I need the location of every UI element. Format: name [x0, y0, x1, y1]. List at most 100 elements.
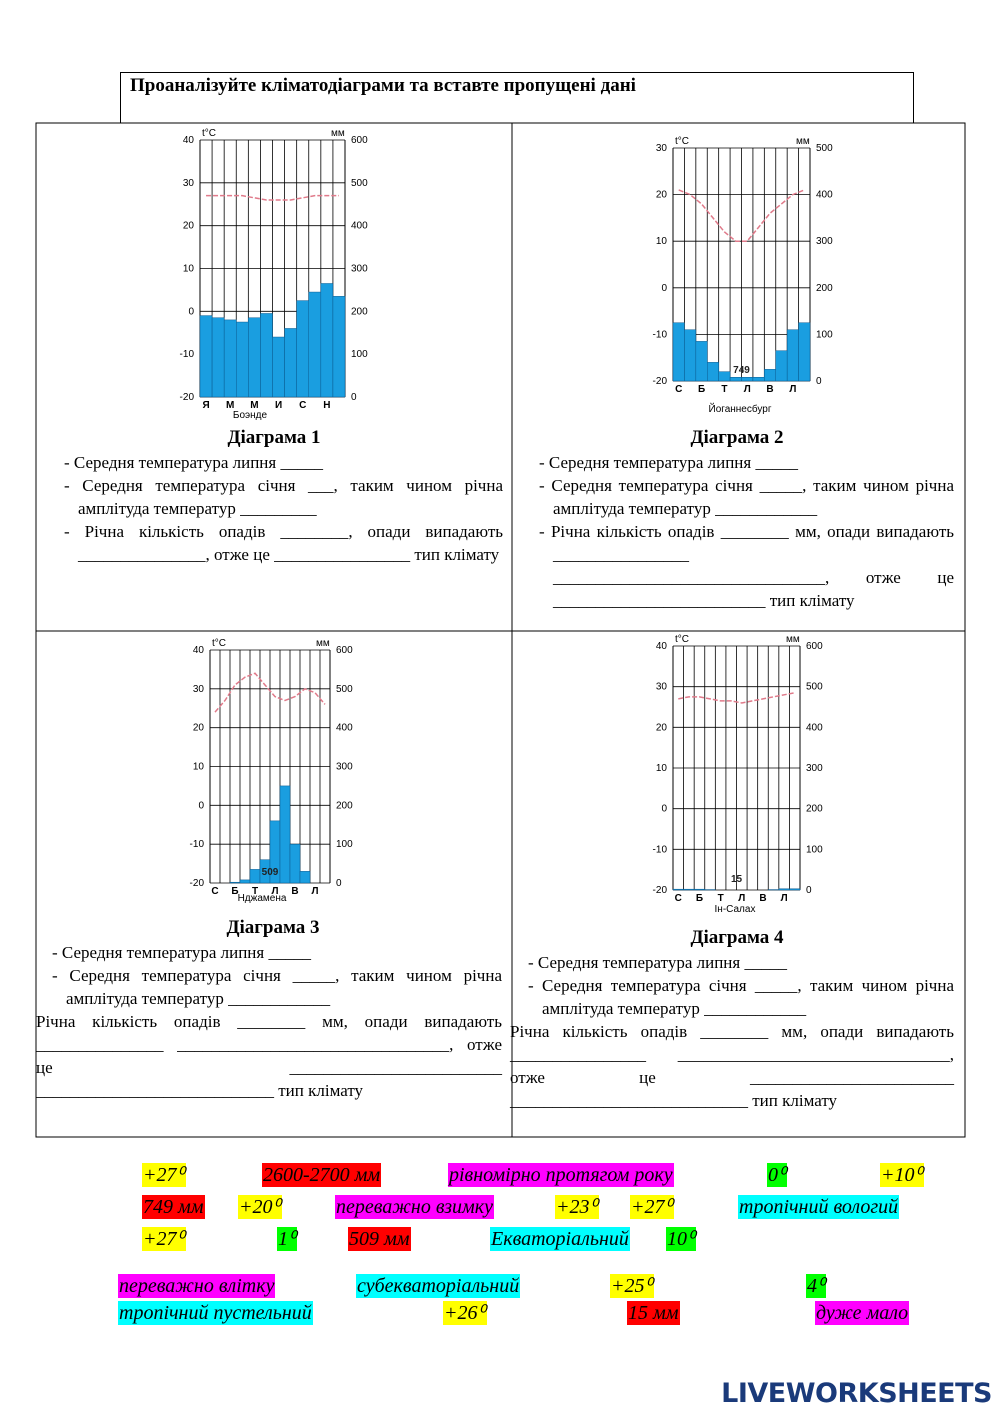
precip-bar	[211, 317, 225, 398]
word-chip[interactable]: дуже мало	[815, 1301, 910, 1325]
month-label: Б	[698, 384, 705, 395]
precip-bar	[239, 879, 251, 884]
precip-bar	[741, 377, 754, 382]
word-chip[interactable]: +27⁰	[630, 1195, 674, 1219]
month-label: С	[675, 384, 682, 395]
precip-bar	[299, 871, 311, 884]
precip-tick-label: 100	[351, 349, 368, 360]
word-chip[interactable]: +26⁰	[443, 1301, 487, 1325]
month-label: Л	[781, 893, 788, 904]
precip-tick-label: 0	[351, 392, 357, 403]
precip-tick-label: 0	[806, 885, 812, 896]
temp-tick-label: 10	[656, 236, 668, 247]
temp-tick-label: 10	[656, 763, 668, 774]
temp-tick-label: 0	[661, 804, 667, 815]
precip-unit: мм	[786, 634, 800, 645]
word-chip[interactable]: тропічний вологий	[738, 1195, 900, 1219]
precip-bar	[672, 322, 685, 382]
word-chip[interactable]: +10⁰	[880, 1163, 924, 1187]
word-chip[interactable]: Екваторіальний	[490, 1227, 630, 1251]
word-chip[interactable]: +25⁰	[610, 1274, 654, 1298]
word-chip[interactable]: 749 мм	[142, 1195, 205, 1219]
precip-bar	[249, 869, 261, 884]
precip-bar	[308, 291, 322, 398]
precip-unit: мм	[796, 136, 810, 147]
question: - Середня температура липня _____	[52, 943, 311, 962]
word-chip[interactable]: +27⁰	[142, 1163, 186, 1187]
word-chip[interactable]: 10⁰	[666, 1227, 697, 1251]
word-chip[interactable]: +23⁰	[555, 1195, 599, 1219]
precip-bar	[718, 371, 731, 382]
precip-tick-label: 0	[336, 878, 342, 889]
question-paragraph: Річна кількість опадів ________ мм, опад…	[36, 1012, 502, 1100]
question: - Річна кількість опадів ________, опади…	[64, 522, 503, 564]
precip-bar	[684, 329, 697, 382]
word-chip[interactable]: +20⁰	[238, 1195, 282, 1219]
word-chip[interactable]: 15 мм	[627, 1301, 680, 1325]
temp-tick-label: -20	[180, 392, 195, 403]
temp-tick-label: -20	[653, 376, 668, 387]
precip-tick-label: 500	[351, 178, 368, 189]
precip-bar	[272, 336, 285, 398]
precip-total: 749	[733, 365, 750, 376]
precip-tick-label: 600	[351, 135, 368, 146]
precip-tick-label: 100	[816, 329, 833, 340]
precip-bar	[236, 321, 249, 398]
temp-tick-label: 20	[193, 723, 205, 734]
word-chip[interactable]: +27⁰	[142, 1227, 186, 1251]
precip-tick-label: 300	[351, 264, 368, 275]
word-chip[interactable]: 509 мм	[348, 1227, 411, 1251]
temp-unit: t°C	[675, 634, 689, 645]
caption: Діаграма 3	[226, 917, 320, 938]
temp-unit: t°C	[675, 136, 689, 147]
precip-bar	[284, 328, 297, 398]
temp-line	[206, 194, 339, 201]
month-label: Т	[718, 893, 724, 904]
precip-tick-label: 300	[816, 236, 833, 247]
caption: Діаграма 1	[227, 427, 321, 448]
temp-tick-label: 0	[198, 800, 204, 811]
precip-bar	[199, 315, 213, 398]
precip-total: 509	[262, 867, 279, 878]
month-label: М	[250, 400, 258, 411]
questions: - Середня температура липня _____ - Серед…	[510, 951, 954, 1112]
precip-bar	[775, 350, 788, 382]
temp-tick-label: -20	[190, 878, 205, 889]
precip-tick-label: 400	[806, 722, 823, 733]
precip-tick-label: 300	[806, 763, 823, 774]
word-chip[interactable]: 4⁰	[806, 1274, 827, 1298]
question: - Річна кількість опадів ________ мм, оп…	[539, 522, 954, 610]
temp-line	[678, 189, 805, 242]
month-label: С	[211, 886, 218, 897]
month-label: И	[275, 400, 282, 411]
word-chip[interactable]: субекваторіальний	[356, 1274, 521, 1298]
precip-bar	[789, 888, 801, 891]
question: - Середня температура липня _____	[64, 453, 323, 472]
precip-tick-label: 200	[351, 306, 368, 317]
caption: Діаграма 2	[690, 427, 784, 448]
precip-tick-label: 500	[816, 143, 833, 154]
question: - Середня температура січня _____, таким…	[539, 476, 954, 518]
questions: - Середня температура липня _____ - Серед…	[56, 451, 503, 566]
precip-bar	[289, 843, 301, 884]
temp-line	[678, 692, 795, 704]
temp-tick-label: 40	[183, 135, 195, 146]
word-chip[interactable]: рівномірно протягом року	[448, 1163, 674, 1187]
temp-tick-label: -10	[653, 844, 668, 855]
word-chip[interactable]: 1⁰	[277, 1227, 298, 1251]
word-chip[interactable]: переважно взимку	[335, 1195, 495, 1219]
word-chip[interactable]: переважно влітку	[118, 1274, 276, 1298]
precip-tick-label: 400	[816, 190, 833, 201]
precip-bar	[248, 317, 261, 398]
precip-unit: мм	[331, 128, 345, 139]
question: - Середня температура липня _____	[539, 453, 798, 472]
word-chip[interactable]: тропічний пустельний	[118, 1301, 313, 1325]
word-chip[interactable]: 0⁰	[767, 1163, 788, 1187]
precip-tick-label: 0	[816, 376, 822, 387]
precip-bar	[752, 377, 765, 382]
questions: - Середня температура липня _____ - Серед…	[36, 941, 502, 1102]
temp-tick-label: 30	[656, 682, 668, 693]
temp-tick-label: 30	[656, 143, 668, 154]
word-chip[interactable]: 2600-2700 мм	[262, 1163, 382, 1187]
